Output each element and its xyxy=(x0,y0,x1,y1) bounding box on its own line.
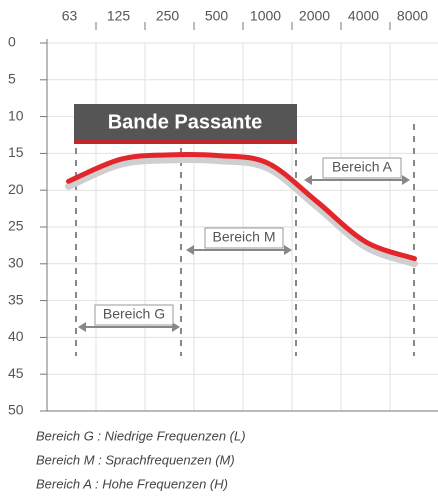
x-tick-label: 2000 xyxy=(299,8,330,24)
range-label-box xyxy=(322,157,402,179)
y-tick-label: 15 xyxy=(8,144,24,160)
range-label: Bereich A xyxy=(332,159,393,175)
x-tick-label: 63 xyxy=(62,8,78,24)
note: Bereich M : Sprachfrequenzen (M) xyxy=(36,452,235,467)
x-tick-label: 250 xyxy=(156,8,180,24)
note: Bereich G : Niedrige Frequenzen (L) xyxy=(36,428,246,443)
range-label: Bereich M xyxy=(212,229,275,245)
curve-shadow xyxy=(65,155,418,268)
y-tick-label: 0 xyxy=(8,34,16,50)
x-tick-label: 8000 xyxy=(397,8,428,24)
y-tick-label: 30 xyxy=(8,255,24,271)
y-tick-label: 10 xyxy=(8,107,24,123)
y-tick-label: 5 xyxy=(8,71,16,87)
range-label-box xyxy=(94,304,174,326)
y-tick-label: 45 xyxy=(8,365,24,381)
y-tick-label: 20 xyxy=(8,181,24,197)
banner-underline xyxy=(74,140,297,144)
range-label: Bereich G xyxy=(103,306,165,322)
banner xyxy=(74,104,297,144)
x-tick-label: 1000 xyxy=(250,8,281,24)
x-tick-label: 500 xyxy=(205,8,229,24)
range-label-box xyxy=(204,227,284,249)
y-tick-label: 35 xyxy=(8,291,24,307)
note: Bereich A : Hohe Frequenzen (H) xyxy=(36,476,228,491)
x-tick-label: 4000 xyxy=(348,8,379,24)
y-tick-label: 50 xyxy=(8,402,24,418)
curve xyxy=(66,151,417,262)
x-tick-label: 125 xyxy=(107,8,131,24)
y-tick-label: 25 xyxy=(8,218,24,234)
y-tick-label: 40 xyxy=(8,328,24,344)
banner-text: Bande Passante xyxy=(108,111,263,133)
